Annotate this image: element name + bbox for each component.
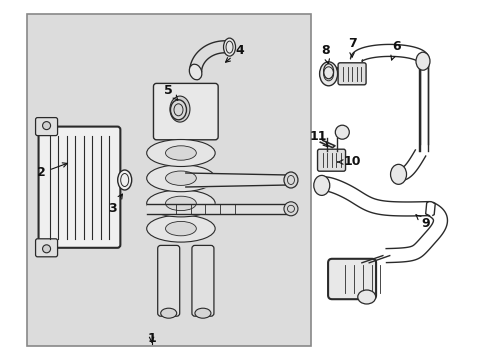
Ellipse shape (165, 146, 196, 160)
Ellipse shape (195, 308, 210, 318)
Ellipse shape (284, 172, 297, 188)
FancyBboxPatch shape (153, 84, 218, 140)
Ellipse shape (284, 202, 297, 216)
Ellipse shape (165, 196, 196, 211)
Text: 10: 10 (337, 156, 360, 168)
Ellipse shape (357, 290, 375, 304)
Ellipse shape (170, 100, 186, 120)
Ellipse shape (165, 221, 196, 236)
Ellipse shape (146, 190, 215, 217)
Text: 11: 11 (308, 130, 327, 147)
Ellipse shape (335, 125, 348, 139)
Ellipse shape (189, 64, 202, 80)
Ellipse shape (223, 38, 235, 56)
Ellipse shape (313, 175, 329, 195)
FancyBboxPatch shape (39, 127, 120, 248)
FancyBboxPatch shape (36, 118, 58, 136)
Text: 3: 3 (108, 194, 122, 215)
Ellipse shape (323, 64, 333, 79)
FancyBboxPatch shape (327, 259, 375, 299)
Text: 7: 7 (347, 37, 356, 57)
Ellipse shape (319, 62, 337, 86)
Ellipse shape (146, 139, 215, 166)
Text: 6: 6 (390, 40, 400, 60)
Text: 8: 8 (320, 44, 329, 64)
Ellipse shape (42, 122, 50, 130)
Text: 4: 4 (225, 44, 244, 62)
Ellipse shape (165, 171, 196, 185)
Ellipse shape (170, 96, 189, 122)
Text: 9: 9 (415, 215, 429, 230)
Ellipse shape (415, 52, 429, 70)
Ellipse shape (161, 308, 176, 318)
Text: 5: 5 (164, 84, 178, 100)
FancyBboxPatch shape (337, 63, 366, 85)
Text: 1: 1 (147, 332, 156, 345)
Ellipse shape (118, 170, 131, 190)
Bar (27, 14, 310, 346)
Ellipse shape (146, 165, 215, 192)
Ellipse shape (146, 215, 215, 242)
FancyBboxPatch shape (36, 239, 58, 257)
Ellipse shape (42, 245, 50, 253)
FancyBboxPatch shape (192, 246, 213, 316)
FancyBboxPatch shape (158, 246, 179, 316)
Ellipse shape (390, 164, 406, 184)
Text: 2: 2 (37, 163, 67, 179)
FancyBboxPatch shape (317, 149, 345, 171)
